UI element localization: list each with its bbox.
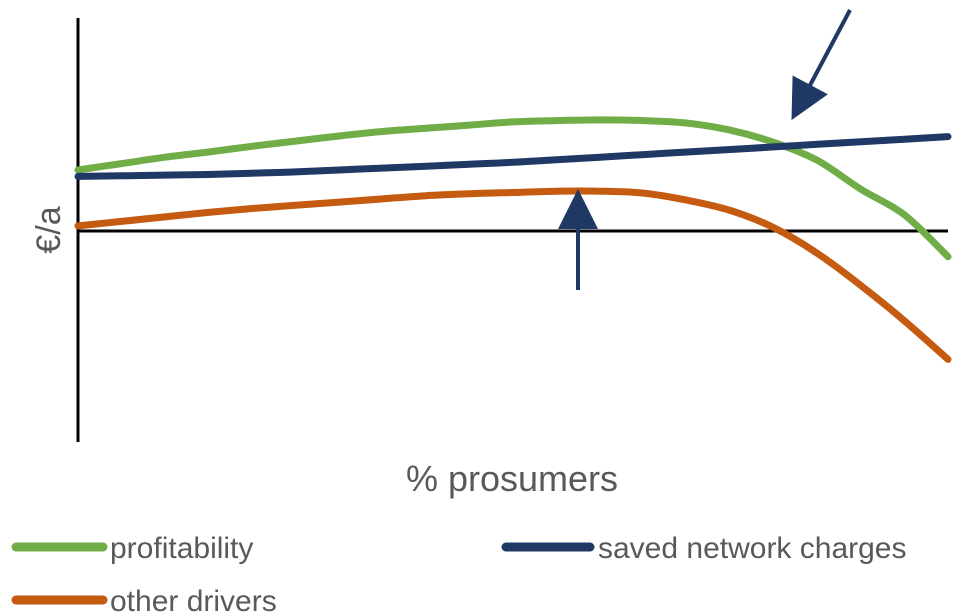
series-line-profitability bbox=[74, 116, 952, 261]
legend-label-saved-network-charges: saved network charges bbox=[598, 532, 907, 565]
y-axis-label: €/a bbox=[30, 206, 68, 253]
legend-label-profitability: profitability bbox=[110, 532, 253, 565]
series-line-other-drivers bbox=[74, 187, 952, 363]
x-axis-label: % prosumers bbox=[406, 458, 618, 499]
legend-label-other-drivers: other drivers bbox=[110, 585, 277, 614]
legend: profitability saved network charges othe… bbox=[11, 532, 907, 614]
series-group bbox=[74, 116, 952, 363]
series-line-saved-network-charges bbox=[74, 133, 952, 180]
annotation-arrow-intersection bbox=[791, 9, 852, 121]
